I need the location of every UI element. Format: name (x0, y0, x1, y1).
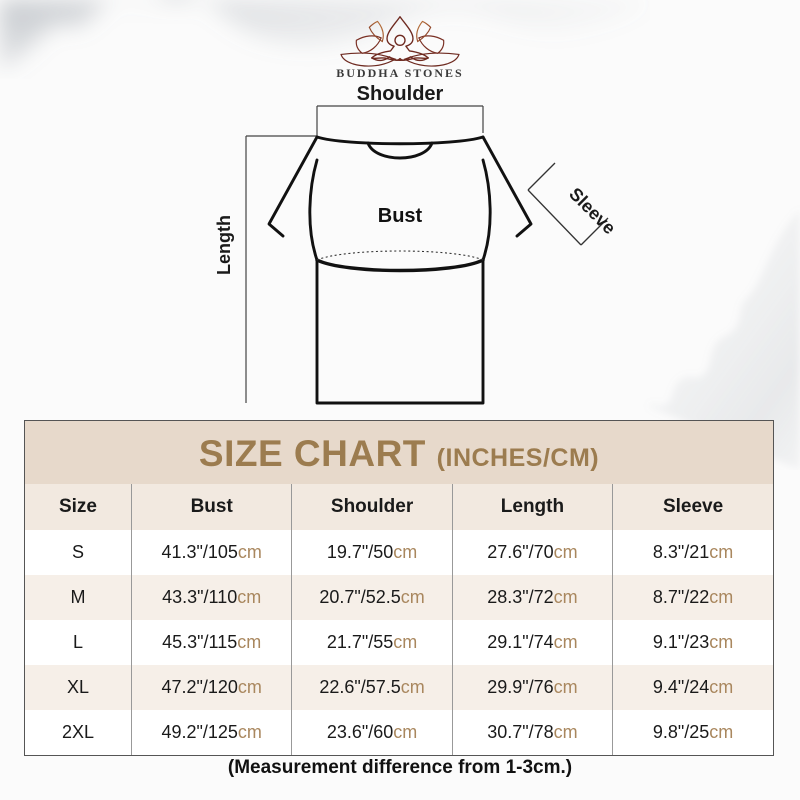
svg-text:Length: Length (214, 215, 234, 275)
svg-text:Bust: Bust (378, 205, 423, 227)
svg-text:Sleeve: Sleeve (565, 184, 619, 238)
svg-text:Shoulder: Shoulder (357, 83, 444, 105)
